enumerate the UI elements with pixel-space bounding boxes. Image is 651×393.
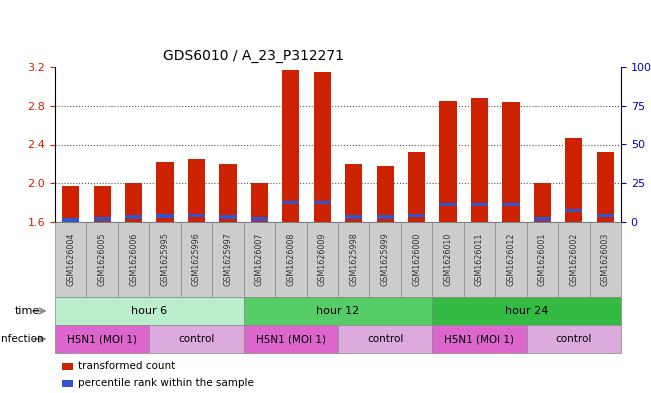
Bar xyxy=(534,217,551,221)
Bar xyxy=(251,183,268,222)
Bar xyxy=(596,152,614,222)
Bar xyxy=(219,215,236,219)
Text: GSM1626009: GSM1626009 xyxy=(318,233,327,286)
Text: GSM1626001: GSM1626001 xyxy=(538,233,547,286)
Text: transformed count: transformed count xyxy=(78,361,176,371)
Text: H5N1 (MOI 1): H5N1 (MOI 1) xyxy=(445,334,514,344)
Bar xyxy=(282,70,299,222)
Bar xyxy=(62,219,79,222)
Text: GSM1626011: GSM1626011 xyxy=(475,233,484,286)
Text: H5N1 (MOI 1): H5N1 (MOI 1) xyxy=(256,334,326,344)
Text: GSM1626006: GSM1626006 xyxy=(129,233,138,286)
Text: control: control xyxy=(367,334,404,344)
Bar xyxy=(125,215,143,219)
Bar xyxy=(156,162,174,222)
Text: control: control xyxy=(556,334,592,344)
Text: hour 6: hour 6 xyxy=(132,306,167,316)
Bar xyxy=(62,186,79,222)
Bar xyxy=(314,72,331,222)
Bar xyxy=(94,186,111,222)
Text: GSM1625996: GSM1625996 xyxy=(192,233,201,286)
Text: control: control xyxy=(178,334,215,344)
Text: GSM1625998: GSM1625998 xyxy=(349,233,358,286)
Text: GSM1626005: GSM1626005 xyxy=(98,233,107,286)
Bar xyxy=(376,166,394,222)
Bar xyxy=(408,213,425,217)
Bar xyxy=(188,213,205,217)
Bar xyxy=(282,201,299,204)
Bar xyxy=(596,213,614,217)
Bar xyxy=(565,209,583,212)
Text: hour 24: hour 24 xyxy=(505,306,548,316)
Text: GSM1626003: GSM1626003 xyxy=(601,233,610,286)
Bar xyxy=(188,159,205,222)
Bar xyxy=(408,152,425,222)
Bar xyxy=(534,183,551,222)
Bar xyxy=(503,102,519,222)
Text: GSM1625999: GSM1625999 xyxy=(381,233,390,286)
Bar xyxy=(345,164,363,222)
Text: GSM1626002: GSM1626002 xyxy=(570,233,578,286)
Bar xyxy=(219,164,236,222)
Bar xyxy=(251,217,268,221)
Text: GSM1625995: GSM1625995 xyxy=(161,233,169,286)
Text: GSM1626012: GSM1626012 xyxy=(506,233,516,286)
Bar xyxy=(471,98,488,222)
Bar xyxy=(439,101,457,222)
Text: time: time xyxy=(15,306,40,316)
Text: GSM1626010: GSM1626010 xyxy=(443,233,452,286)
Text: GSM1626004: GSM1626004 xyxy=(66,233,76,286)
Text: percentile rank within the sample: percentile rank within the sample xyxy=(78,378,255,388)
Text: GSM1625997: GSM1625997 xyxy=(223,233,232,286)
Text: hour 12: hour 12 xyxy=(316,306,359,316)
Bar xyxy=(156,215,174,218)
Text: infection: infection xyxy=(0,334,44,344)
Bar xyxy=(376,215,394,219)
Text: GSM1626007: GSM1626007 xyxy=(255,233,264,286)
Bar xyxy=(125,183,143,222)
Bar xyxy=(345,215,363,219)
Bar xyxy=(314,201,331,204)
Text: GSM1626000: GSM1626000 xyxy=(412,233,421,286)
Text: GSM1626008: GSM1626008 xyxy=(286,233,296,286)
Bar xyxy=(439,203,457,206)
Bar xyxy=(503,203,519,206)
Bar xyxy=(471,203,488,206)
Bar xyxy=(565,138,583,222)
Text: H5N1 (MOI 1): H5N1 (MOI 1) xyxy=(67,334,137,344)
Bar xyxy=(94,217,111,221)
Text: GDS6010 / A_23_P312271: GDS6010 / A_23_P312271 xyxy=(163,49,344,63)
